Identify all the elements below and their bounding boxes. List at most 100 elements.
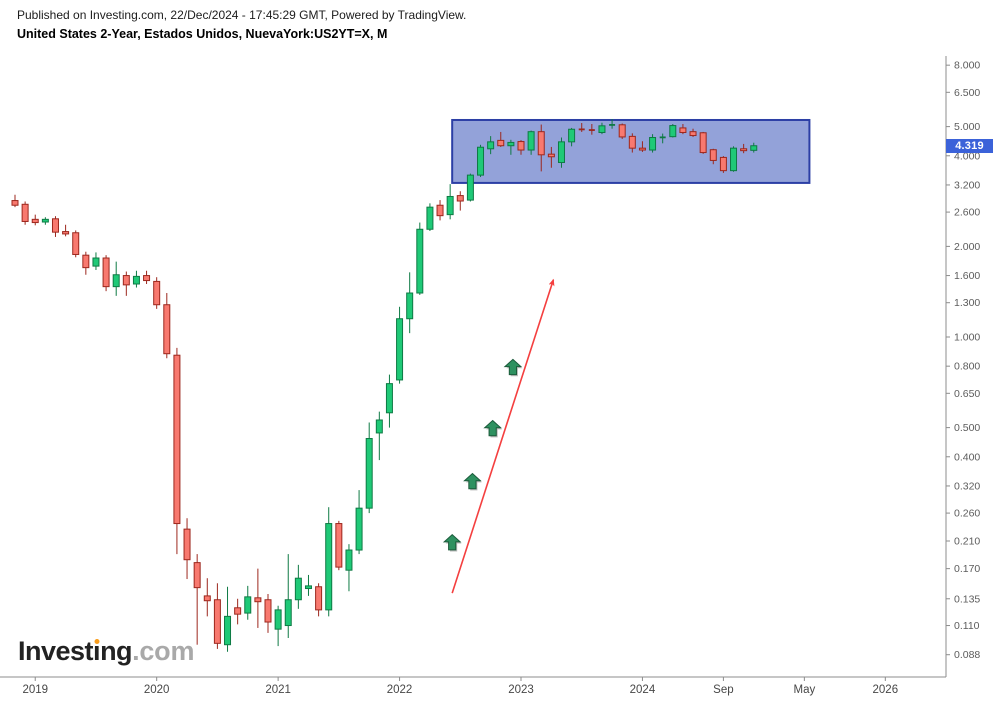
candle-body xyxy=(345,549,353,571)
candle-body xyxy=(740,148,748,152)
candle-body xyxy=(547,153,555,158)
candle-body xyxy=(294,577,302,601)
consolidation-range-box[interactable] xyxy=(451,118,811,184)
candle-body xyxy=(122,275,130,286)
candle-body xyxy=(224,615,232,646)
candle-body xyxy=(355,507,363,551)
up-arrow-icon[interactable] xyxy=(503,358,523,376)
candle-body xyxy=(163,304,171,355)
candle-body xyxy=(689,131,697,137)
instrument-title: United States 2-Year, Estados Unidos, Nu… xyxy=(17,27,388,41)
candle-body xyxy=(92,257,100,267)
logo-orange-dot xyxy=(94,639,100,644)
x-tick-label: Sep xyxy=(713,684,733,696)
y-tick-label: 5.000 xyxy=(954,121,980,133)
x-axis-ticks[interactable]: 2019 2020 2021 2022 2023 2024 Sep May 2026 xyxy=(22,677,898,696)
y-tick-label: 0.650 xyxy=(954,388,980,400)
x-tick-label: 2026 xyxy=(873,684,899,696)
logo-text-1: Invest xyxy=(18,636,94,666)
candle-body xyxy=(51,218,59,233)
y-tick-label: 0.320 xyxy=(954,480,980,492)
up-arrow-icon[interactable] xyxy=(483,419,502,437)
y-tick-label: 4.000 xyxy=(954,150,980,162)
candle-body xyxy=(315,586,323,611)
candle-body xyxy=(497,139,505,147)
candle-body xyxy=(21,203,29,222)
candle-body xyxy=(82,254,90,269)
candle-body xyxy=(112,274,120,288)
up-arrow-annotations xyxy=(442,358,523,552)
candle-body xyxy=(679,127,687,133)
candle-body xyxy=(234,607,242,615)
candle-body xyxy=(466,174,474,201)
y-tick-label: 0.110 xyxy=(954,620,980,632)
candle-body xyxy=(396,318,404,381)
candle-body xyxy=(456,195,464,202)
candle-body xyxy=(325,523,333,611)
y-tick-label: 3.200 xyxy=(954,179,980,191)
y-axis-ticks[interactable]: 8.000 6.500 5.000 4.000 3.200 2.600 2.000 1.600… xyxy=(946,60,980,662)
y-tick-label: 0.500 xyxy=(954,422,980,434)
candle-body xyxy=(213,599,221,644)
candle-body xyxy=(143,275,151,282)
candle-body xyxy=(507,141,515,147)
up-arrow-icon[interactable] xyxy=(463,472,482,490)
candle-doji-body xyxy=(659,136,666,139)
candle-body xyxy=(375,419,383,434)
candle-body xyxy=(365,438,373,509)
candle-body xyxy=(527,131,535,151)
y-tick-label: 0.210 xyxy=(954,536,980,548)
candle-body xyxy=(385,383,393,414)
candle-body xyxy=(153,280,161,306)
candle-body xyxy=(426,206,434,230)
candle-body xyxy=(193,562,201,589)
y-tick-label: 0.135 xyxy=(954,593,980,605)
y-tick-label: 2.000 xyxy=(954,241,980,253)
candle-body xyxy=(750,145,758,151)
y-tick-label: 2.600 xyxy=(954,207,980,219)
candle-body xyxy=(487,141,495,150)
candle-doji-body xyxy=(578,128,585,131)
x-tick-label: 2019 xyxy=(22,684,48,696)
y-tick-label: 0.260 xyxy=(954,508,980,520)
candle-doji-body xyxy=(588,129,595,131)
candle-body xyxy=(709,149,717,161)
candle-body xyxy=(62,231,70,235)
candle-body xyxy=(446,195,454,216)
x-tick-label: 2021 xyxy=(265,684,291,696)
y-tick-label: 1.300 xyxy=(954,297,980,309)
candle-body xyxy=(132,275,140,285)
x-tick-label: May xyxy=(793,684,815,696)
candle-body xyxy=(649,137,657,151)
y-tick-label: 6.500 xyxy=(954,87,980,99)
candle-body xyxy=(719,156,727,172)
candle-body xyxy=(203,595,211,602)
candle-body xyxy=(628,135,636,149)
candle-body xyxy=(335,523,343,568)
y-tick-label: 0.400 xyxy=(954,451,980,463)
candle-body xyxy=(557,141,565,163)
candle-body xyxy=(638,147,646,151)
x-tick-label: 2024 xyxy=(630,684,656,696)
candle-body xyxy=(72,232,80,255)
candle-body xyxy=(274,609,282,630)
candles-series xyxy=(11,118,758,652)
candle-body xyxy=(416,228,424,294)
candle-body xyxy=(618,124,626,138)
x-tick-label: 2023 xyxy=(508,684,534,696)
up-arrow-icon[interactable] xyxy=(442,533,462,551)
candle-body xyxy=(568,128,576,143)
published-line: Published on Investing.com, 22/Dec/2024 … xyxy=(17,8,467,22)
candle-body xyxy=(517,141,525,151)
investing-logo: Investı ng.com xyxy=(18,636,194,667)
candle-doji-body xyxy=(609,124,616,126)
candle-body xyxy=(730,147,738,172)
candle-body xyxy=(11,200,19,206)
candle-body xyxy=(436,204,444,217)
candle-body xyxy=(31,218,39,224)
y-tick-label: 0.800 xyxy=(954,361,980,373)
trend-arrow[interactable] xyxy=(451,278,555,594)
candle-body xyxy=(669,125,677,138)
